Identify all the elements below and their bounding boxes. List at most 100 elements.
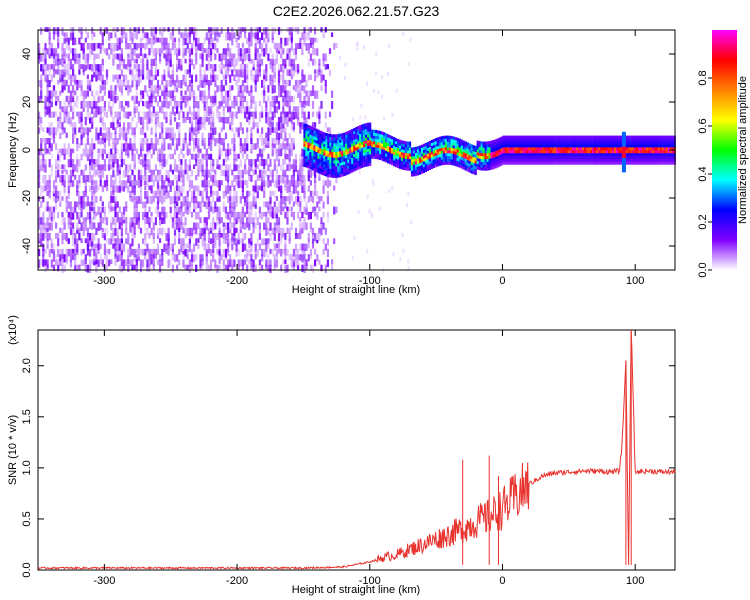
spectrogram-cell [139,127,143,135]
spectrogram-cell [250,37,253,47]
spectrogram-cell [311,122,315,128]
spectrogram-cell [343,152,346,156]
spectrogram-cell [120,238,123,244]
spectrogram-cell [61,180,64,186]
spectrogram-cell [63,53,66,62]
spectrogram-cell [84,254,87,260]
spectrogram-cell [408,156,412,160]
spectrogram-cell [326,190,329,197]
spectrogram-cell [135,196,138,204]
spectrogram-cell [448,147,451,151]
spectrogram-cell [546,161,549,165]
spectrogram-cell [261,211,264,220]
spectrogram-cell [161,101,164,107]
spectrogram-cell [284,233,287,240]
spectrogram-cell [156,138,160,145]
spectrogram-cell [72,127,75,133]
spectrogram-cell [440,153,443,157]
spectrogram-cell [169,116,172,126]
spectrogram-cell [159,196,162,203]
spectrogram-cell [76,211,79,220]
spectrogram-cell [248,159,251,165]
spectrogram-cell [112,169,115,178]
spectrogram-cell [59,122,62,129]
spectrogram-cell [150,64,153,70]
spectrogram-cell [38,43,41,51]
spectrogram-cell [203,37,206,44]
spectrogram-cell [323,155,326,159]
spectrogram-cell [375,147,378,151]
spectrogram-cell [313,153,316,157]
spectrogram-cell [301,211,304,219]
spectrogram-cell [552,152,555,157]
spectrogram-cell [229,111,232,118]
spectrogram-cell [65,169,68,175]
spectrogram-cell [235,153,238,162]
spectrogram-cell [46,190,49,197]
spectrogram-cell [319,162,322,166]
spectrogram-cell [67,159,70,168]
spectrogram-cell [317,170,320,174]
spectrogram-cell [476,152,479,156]
spectrogram-cell [280,148,283,157]
spectrogram-cell [52,217,56,223]
spectrogram-cell [326,175,329,181]
spectrogram-cell [284,90,287,98]
spectrogram-cell [341,164,344,169]
spectrogram-cell [273,211,276,219]
spectrogram-cell [323,140,326,145]
spectrogram-cell [269,264,272,273]
spectrogram-cell [114,138,117,146]
spectrogram-cell [432,162,435,166]
spectrogram-cell [67,116,70,125]
spectrogram-cell [231,37,234,46]
spectrogram-cell [337,168,340,172]
spectrogram-cell [80,127,83,135]
spectrogram-cell [127,111,130,119]
spectrogram-cell [57,122,60,129]
spectrogram-cell [397,141,400,145]
spectrogram-cell [294,43,298,52]
spectrogram-cell [522,138,525,142]
spectrogram-cell [40,190,43,198]
spectrogram-cell [326,259,329,267]
spectrogram-cell [393,157,396,161]
spectrogram-cell [142,138,145,144]
spectrogram-cell [188,127,191,133]
spectrogram-cell [369,162,372,166]
spectrogram-cell [101,259,104,267]
spectrogram-cell [303,155,306,159]
spectrogram-cell [510,155,513,159]
spectrogram-cell [353,130,356,135]
spectrogram-cell [165,58,168,66]
spectrogram-cell [133,132,136,138]
spectrogram-cell [474,160,477,164]
spectrogram-cell [387,160,390,164]
spectrogram-cell [331,142,334,147]
spectrogram-cell [195,127,198,132]
spectrogram-cell [205,169,208,176]
spectrogram-cell [406,203,409,208]
spectrogram-cell [315,131,318,135]
spectrogram-cell [492,142,495,147]
spectrogram-cell [322,32,325,39]
spectrogram-cell [309,140,312,144]
spectrogram-cell [82,53,85,60]
spectrogram-cell [271,127,274,133]
spectrogram-cell [40,259,43,265]
spectrogram-cell [61,58,64,68]
spectrogram-cell [269,259,272,266]
spectrogram-cell [82,196,85,205]
spectrogram-cell [197,106,200,115]
spectrogram-cell [91,201,94,206]
spectrogram-cell [355,155,358,159]
spectrogram-cell [351,163,354,167]
spectrogram-cell [125,227,128,235]
spectrogram-cell [420,162,424,166]
spectrogram-cell [165,233,168,241]
spectrogram-cell [458,147,461,151]
spectrogram-cell [38,248,41,257]
spectrogram-cell [530,144,533,148]
spectrogram-cell [78,190,81,199]
spectrogram-cell [101,206,104,213]
